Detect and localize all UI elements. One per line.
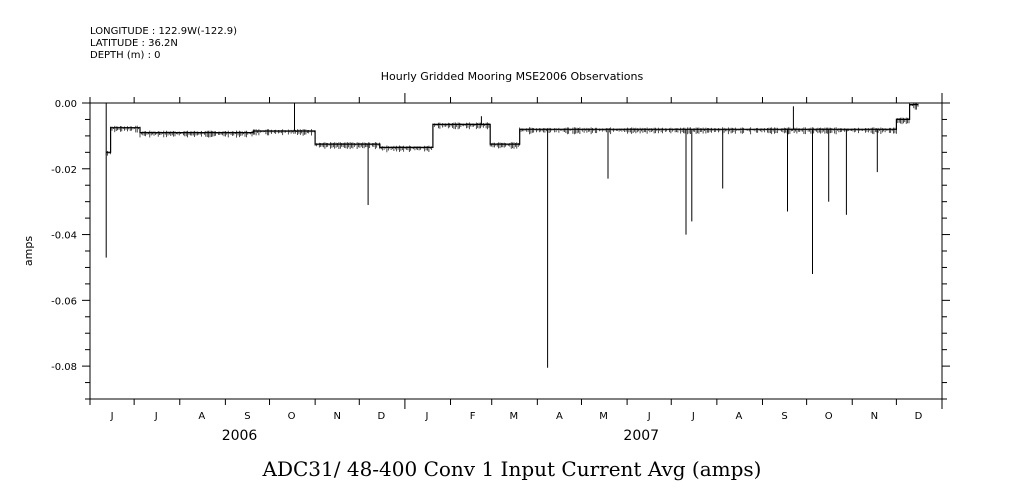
month-label: N [333, 411, 340, 422]
year-labels: 2006 2007 [222, 428, 659, 444]
month-label: O [288, 411, 296, 422]
month-label: A [556, 411, 563, 422]
month-label: S [781, 411, 787, 422]
month-label: J [154, 411, 158, 422]
y-tick-labels: 0.00 -0.02 -0.04 -0.06 -0.08 [51, 99, 77, 373]
month-label: S [244, 411, 250, 422]
x-axis-label: ADC31/ 48-400 Conv 1 Input Current Avg (… [262, 457, 762, 481]
y-tick-label: -0.04 [51, 231, 77, 242]
month-label: A [198, 411, 205, 422]
month-label: O [825, 411, 833, 422]
plot-frame [89, 102, 943, 400]
month-label: J [691, 411, 695, 422]
month-label: D [378, 411, 386, 422]
axis-ticks [82, 93, 950, 409]
month-label: J [647, 411, 651, 422]
y-tick-label: -0.08 [51, 362, 77, 373]
longitude-label: LONGITUDE : 122.9W(-122.9) [90, 26, 237, 37]
y-tick-label: 0.00 [55, 99, 77, 110]
month-label: F [470, 411, 476, 422]
month-label: J [110, 411, 114, 422]
y-axis-label: amps [22, 236, 35, 266]
month-label: M [509, 411, 518, 422]
series-line [105, 102, 919, 368]
y-tick-label: -0.06 [51, 296, 77, 307]
latitude-label: LATITUDE : 36.2N [90, 38, 178, 49]
year-label: 2007 [623, 428, 659, 444]
chart-title: Hourly Gridded Mooring MSE2006 Observati… [381, 70, 644, 83]
month-label: M [599, 411, 608, 422]
month-label: J [424, 411, 428, 422]
month-label: A [736, 411, 743, 422]
month-label: N [871, 411, 878, 422]
month-label: D [915, 411, 923, 422]
depth-label: DEPTH (m) : 0 [90, 50, 161, 61]
year-label: 2006 [222, 428, 258, 444]
y-tick-label: -0.02 [51, 165, 77, 176]
